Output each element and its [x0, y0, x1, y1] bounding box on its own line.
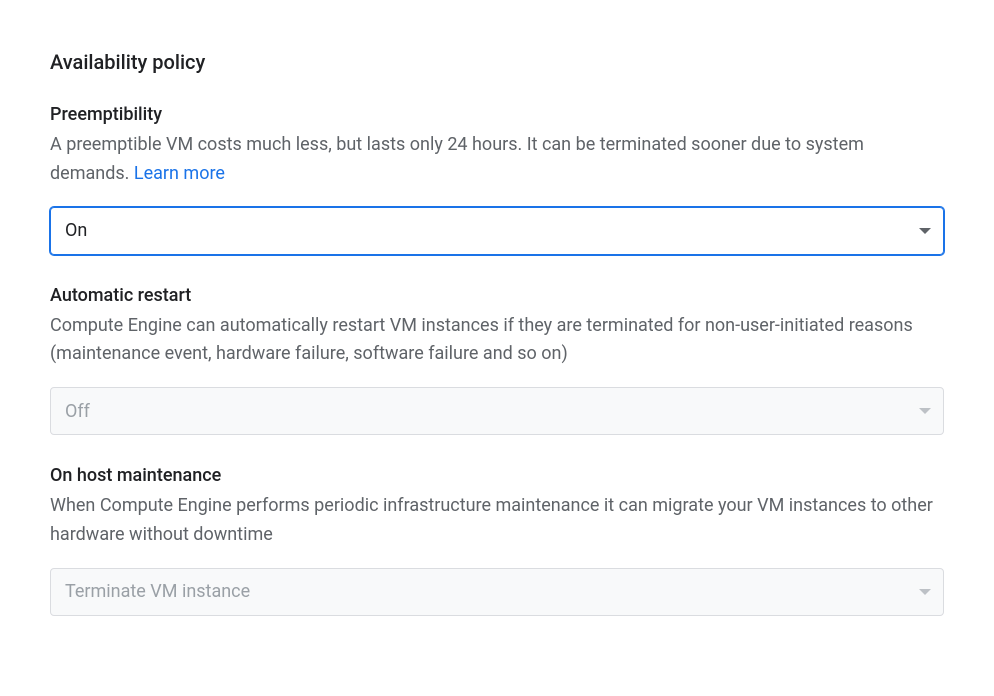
automatic-restart-select-wrapper: Off	[50, 387, 944, 435]
automatic-restart-select-value: Off	[65, 401, 903, 422]
preemptibility-description: A preemptible VM costs much less, but la…	[50, 131, 944, 189]
chevron-down-icon	[919, 408, 931, 414]
on-host-maintenance-select[interactable]: Terminate VM instance	[50, 568, 944, 616]
chevron-down-icon	[919, 589, 931, 595]
preemptibility-select[interactable]: On	[50, 207, 944, 255]
automatic-restart-label: Automatic restart	[50, 285, 944, 306]
automatic-restart-select[interactable]: Off	[50, 387, 944, 435]
on-host-maintenance-select-wrapper: Terminate VM instance	[50, 568, 944, 616]
chevron-down-icon	[919, 228, 931, 234]
preemptibility-label: Preemptibility	[50, 104, 944, 125]
on-host-maintenance-field: On host maintenance When Compute Engine …	[50, 465, 944, 616]
on-host-maintenance-description: When Compute Engine performs periodic in…	[50, 492, 944, 550]
preemptibility-select-value: On	[65, 220, 903, 241]
on-host-maintenance-select-value: Terminate VM instance	[65, 581, 903, 602]
automatic-restart-field: Automatic restart Compute Engine can aut…	[50, 285, 944, 436]
preemptibility-select-wrapper: On	[50, 207, 944, 255]
on-host-maintenance-label: On host maintenance	[50, 465, 944, 486]
section-title: Availability policy	[50, 50, 944, 74]
automatic-restart-description: Compute Engine can automatically restart…	[50, 312, 944, 370]
preemptibility-field: Preemptibility A preemptible VM costs mu…	[50, 104, 944, 255]
learn-more-link[interactable]: Learn more	[134, 163, 225, 184]
